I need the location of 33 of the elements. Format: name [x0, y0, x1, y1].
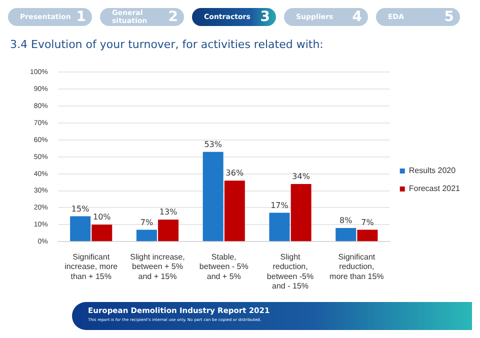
text: 4 — [352, 9, 362, 25]
bar — [336, 228, 356, 242]
text: 1 — [76, 9, 86, 25]
data-label: 36% — [226, 168, 244, 178]
x-tick-label: Slight increase, between + 5% and + 15% — [130, 252, 185, 281]
text: 3 — [260, 9, 270, 25]
data-label: 13% — [159, 208, 178, 217]
bar — [290, 184, 312, 242]
text: 2 — [168, 9, 178, 25]
bar — [202, 152, 224, 242]
bar — [269, 212, 290, 242]
legend-label: Forecast 2021 — [408, 184, 461, 194]
bar — [158, 220, 179, 242]
data-label: 7% — [140, 218, 154, 227]
bar — [136, 230, 157, 242]
x-tick-label: Slight reduction, between -5% and - 15% — [266, 252, 314, 290]
data-label: 53% — [204, 140, 222, 149]
chart-title: 3.4 Evolution of your turnover, for activities related with: — [10, 38, 324, 51]
bar — [70, 216, 91, 242]
x-tick-label: Significant reduction, more than 15% — [330, 252, 384, 281]
data-label: 17% — [270, 200, 289, 210]
bar — [357, 230, 378, 242]
text: 5 — [444, 9, 454, 25]
data-label: 10% — [92, 212, 112, 222]
bar — [224, 180, 245, 242]
data-label: 15% — [71, 204, 90, 214]
data-label: 8% — [340, 216, 353, 226]
x-tick-label: Significant increase, more than + 15% — [64, 252, 118, 281]
data-label: 34% — [292, 172, 310, 182]
data-label: 7% — [361, 218, 374, 227]
x-tick-label: Stable, between - 5% and + 5% — [199, 252, 248, 281]
legend-label: Results 2020 — [408, 166, 456, 176]
bar — [92, 224, 112, 242]
